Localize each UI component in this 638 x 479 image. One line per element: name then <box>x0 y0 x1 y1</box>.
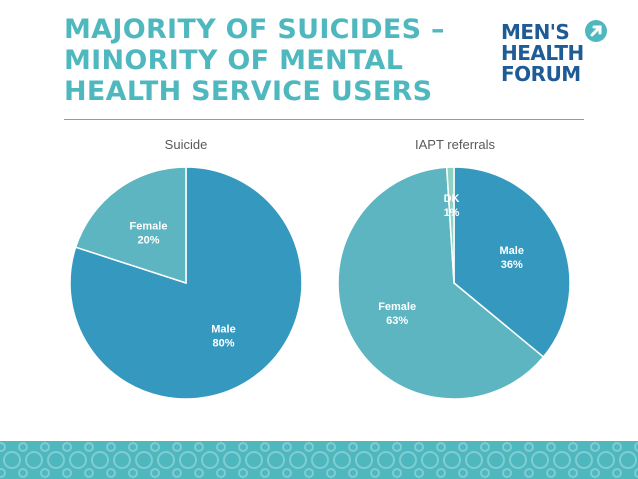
pie-chart-suicide: Male 80% Female 20% <box>69 166 303 400</box>
mens-health-forum-logo: MEN'S HEALTH FORUM <box>501 20 611 86</box>
slice-name-label: DK <box>444 193 460 205</box>
title-line-1: MAJORITY OF SUICIDES – <box>64 14 445 45</box>
slice-name-label: Male <box>499 245 523 257</box>
slice-name-label: Female <box>378 301 416 313</box>
logo-line-1: MEN'S <box>501 20 570 44</box>
logo-line-3: FORUM <box>501 62 581 86</box>
slide-title: MAJORITY OF SUICIDES – MINORITY OF MENTA… <box>64 14 454 107</box>
slice-value-label: 80% <box>212 338 234 350</box>
pie-slice-female <box>337 166 545 400</box>
pie-slice-male <box>69 166 303 400</box>
pie-chart-iapt: Male 36% Female 63% DK 1% <box>337 166 571 400</box>
slice-name-label: Female <box>130 220 168 232</box>
pie-slice-male <box>453 166 571 358</box>
title-line-3: HEALTH SERVICE USERS <box>64 76 433 107</box>
title-divider <box>64 119 584 120</box>
slice-name-label: Male <box>211 324 235 336</box>
logo-line-2: HEALTH <box>501 41 584 65</box>
chart-title-iapt: IAPT referrals <box>415 137 495 152</box>
logo-arrow-icon <box>585 20 607 42</box>
pie-slice-dk <box>445 166 455 284</box>
chart-title-suicide: Suicide <box>164 137 208 152</box>
title-line-2: MINORITY OF MENTAL <box>64 45 404 76</box>
slice-value-label: 1% <box>444 207 460 219</box>
pie-slice-female <box>74 166 187 285</box>
slice-value-label: 63% <box>386 315 408 327</box>
slice-value-label: 36% <box>501 259 523 271</box>
footer-pattern-band <box>0 441 638 479</box>
slice-value-label: 20% <box>137 234 159 246</box>
